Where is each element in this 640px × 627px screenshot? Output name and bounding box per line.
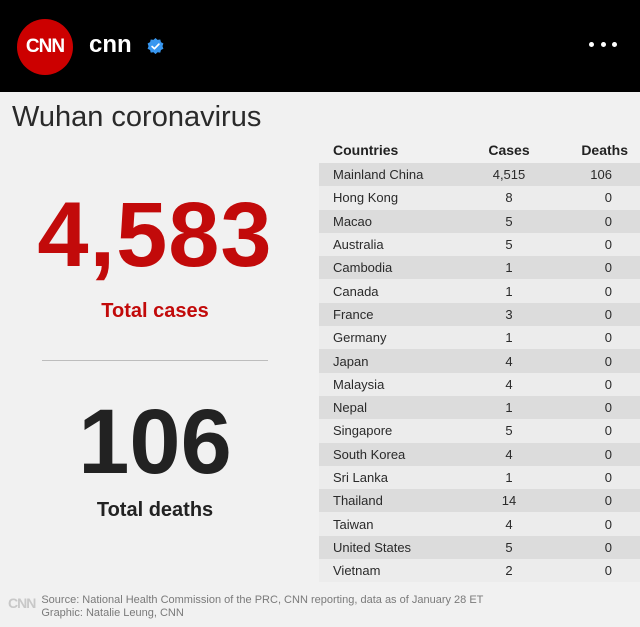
cases-cell: 3 (505, 306, 513, 322)
table-row: Vietnam 2 0 (319, 559, 640, 583)
table-row: South Korea 4 0 (319, 442, 640, 466)
table-row: Mainland China 4,515 106 (319, 163, 640, 187)
table-row: United States 5 0 (319, 535, 640, 560)
cases-cell: 4 (505, 446, 513, 462)
total-cases-value: 4,583 (37, 184, 273, 286)
table-row: Sri Lanka 1 0 (319, 465, 640, 490)
deaths-cell: 0 (604, 376, 612, 392)
country-cell: Taiwan (333, 516, 374, 532)
cases-table: Countries Cases Deaths Mainland China 4,5… (319, 136, 640, 583)
deaths-cell: 0 (604, 237, 612, 253)
graphic-title: Wuhan coronavirus (12, 101, 262, 133)
total-deaths-value: 106 (78, 391, 232, 493)
verified-badge-icon (147, 38, 164, 55)
source-note: Source: National Health Commission of th… (41, 594, 484, 606)
more-options-icon[interactable] (589, 36, 617, 52)
cases-cell: 4 (505, 353, 513, 369)
cases-cell: 4 (505, 516, 513, 532)
cases-cell: 1 (505, 260, 513, 276)
country-cell: Singapore (333, 423, 393, 439)
table-header: Countries Cases Deaths (319, 136, 640, 163)
deaths-cell: 106 (590, 167, 612, 183)
country-cell: Vietnam (333, 563, 381, 579)
footer-text: Source: National Health Commission of th… (41, 594, 483, 620)
deaths-cell: 0 (604, 283, 612, 299)
deaths-cell: 0 (604, 493, 612, 509)
deaths-cell: 0 (604, 400, 612, 416)
cases-cell: 4 (505, 376, 513, 392)
cases-cell: 14 (501, 493, 517, 509)
cases-cell: 8 (505, 190, 513, 206)
cases-cell: 1 (505, 330, 513, 346)
deaths-cell: 0 (604, 330, 612, 346)
country-cell: United States (333, 539, 412, 555)
table-row: Japan 4 0 (319, 349, 640, 373)
country-cell: Malaysia (333, 376, 385, 392)
deaths-cell: 0 (604, 516, 612, 532)
table-row: Malaysia 4 0 (319, 372, 640, 396)
column-header-cases: Cases (488, 141, 530, 158)
deaths-cell: 0 (604, 213, 612, 229)
cases-cell: 5 (505, 237, 513, 253)
cases-cell: 5 (505, 423, 513, 439)
column-header-deaths: Deaths (581, 141, 628, 158)
table-row: France 3 0 (319, 302, 640, 327)
cases-cell: 4,515 (492, 167, 526, 183)
country-cell: Macao (333, 213, 373, 229)
total-cases-label: Total cases (101, 300, 209, 322)
country-cell: Thailand (333, 493, 383, 509)
country-cell: South Korea (333, 446, 406, 462)
post-header: CNN cnn (0, 0, 640, 92)
country-cell: Japan (333, 353, 369, 369)
cases-cell: 2 (505, 563, 513, 579)
cases-cell: 1 (505, 470, 513, 485)
footer-cnn-logo: CNN (8, 595, 36, 611)
country-cell: France (333, 306, 374, 322)
table-row: Hong Kong 8 0 (319, 186, 640, 210)
country-cell: Mainland China (333, 167, 424, 183)
cnn-logo: CNN (25, 36, 65, 57)
cases-cell: 5 (505, 213, 513, 229)
graphic-credit: Graphic: Natalie Leung, CNN (41, 607, 184, 619)
divider (42, 360, 268, 361)
deaths-cell: 0 (604, 190, 612, 206)
country-cell: Germany (333, 330, 387, 346)
country-cell: Canada (333, 283, 379, 299)
table-row: Singapore 5 0 (319, 419, 640, 443)
country-cell: Nepal (333, 400, 367, 416)
column-header-countries: Countries (333, 141, 399, 158)
account-avatar[interactable]: CNN (17, 19, 73, 75)
country-cell: Cambodia (333, 260, 393, 276)
deaths-cell: 0 (604, 353, 612, 369)
deaths-cell: 0 (604, 260, 612, 276)
cases-cell: 1 (505, 400, 513, 416)
table-row: Thailand 14 0 (319, 489, 640, 513)
table-row: Taiwan 4 0 (319, 512, 640, 536)
total-deaths-label: Total deaths (96, 499, 214, 521)
deaths-cell: 0 (604, 446, 612, 462)
cases-cell: 1 (505, 283, 513, 299)
country-cell: Hong Kong (333, 190, 399, 206)
coronavirus-graphic: Wuhan coronavirus 4,583 Total cases 106 … (0, 92, 640, 627)
footer: CNN Source: National Health Commission o… (8, 594, 483, 620)
account-name[interactable]: cnn (89, 31, 132, 58)
table-row: Australia 5 0 (319, 232, 640, 257)
table-row: Cambodia 1 0 (319, 256, 640, 280)
table-row: Canada 1 0 (319, 279, 640, 303)
table-row: Germany 1 0 (319, 326, 640, 350)
country-cell: Australia (333, 237, 384, 253)
table-row: Nepal 1 0 (319, 395, 640, 420)
deaths-cell: 0 (604, 563, 612, 579)
deaths-cell: 0 (604, 539, 612, 555)
country-cell: Sri Lanka (333, 470, 388, 485)
deaths-cell: 0 (604, 423, 612, 439)
deaths-cell: 0 (604, 470, 612, 485)
deaths-cell: 0 (604, 306, 612, 322)
table-body: Mainland China 4,515 106 Hong Kong 8 0 Macao 5 0… (319, 163, 640, 583)
cases-cell: 5 (505, 539, 513, 555)
table-row: Macao 5 0 (319, 209, 640, 233)
